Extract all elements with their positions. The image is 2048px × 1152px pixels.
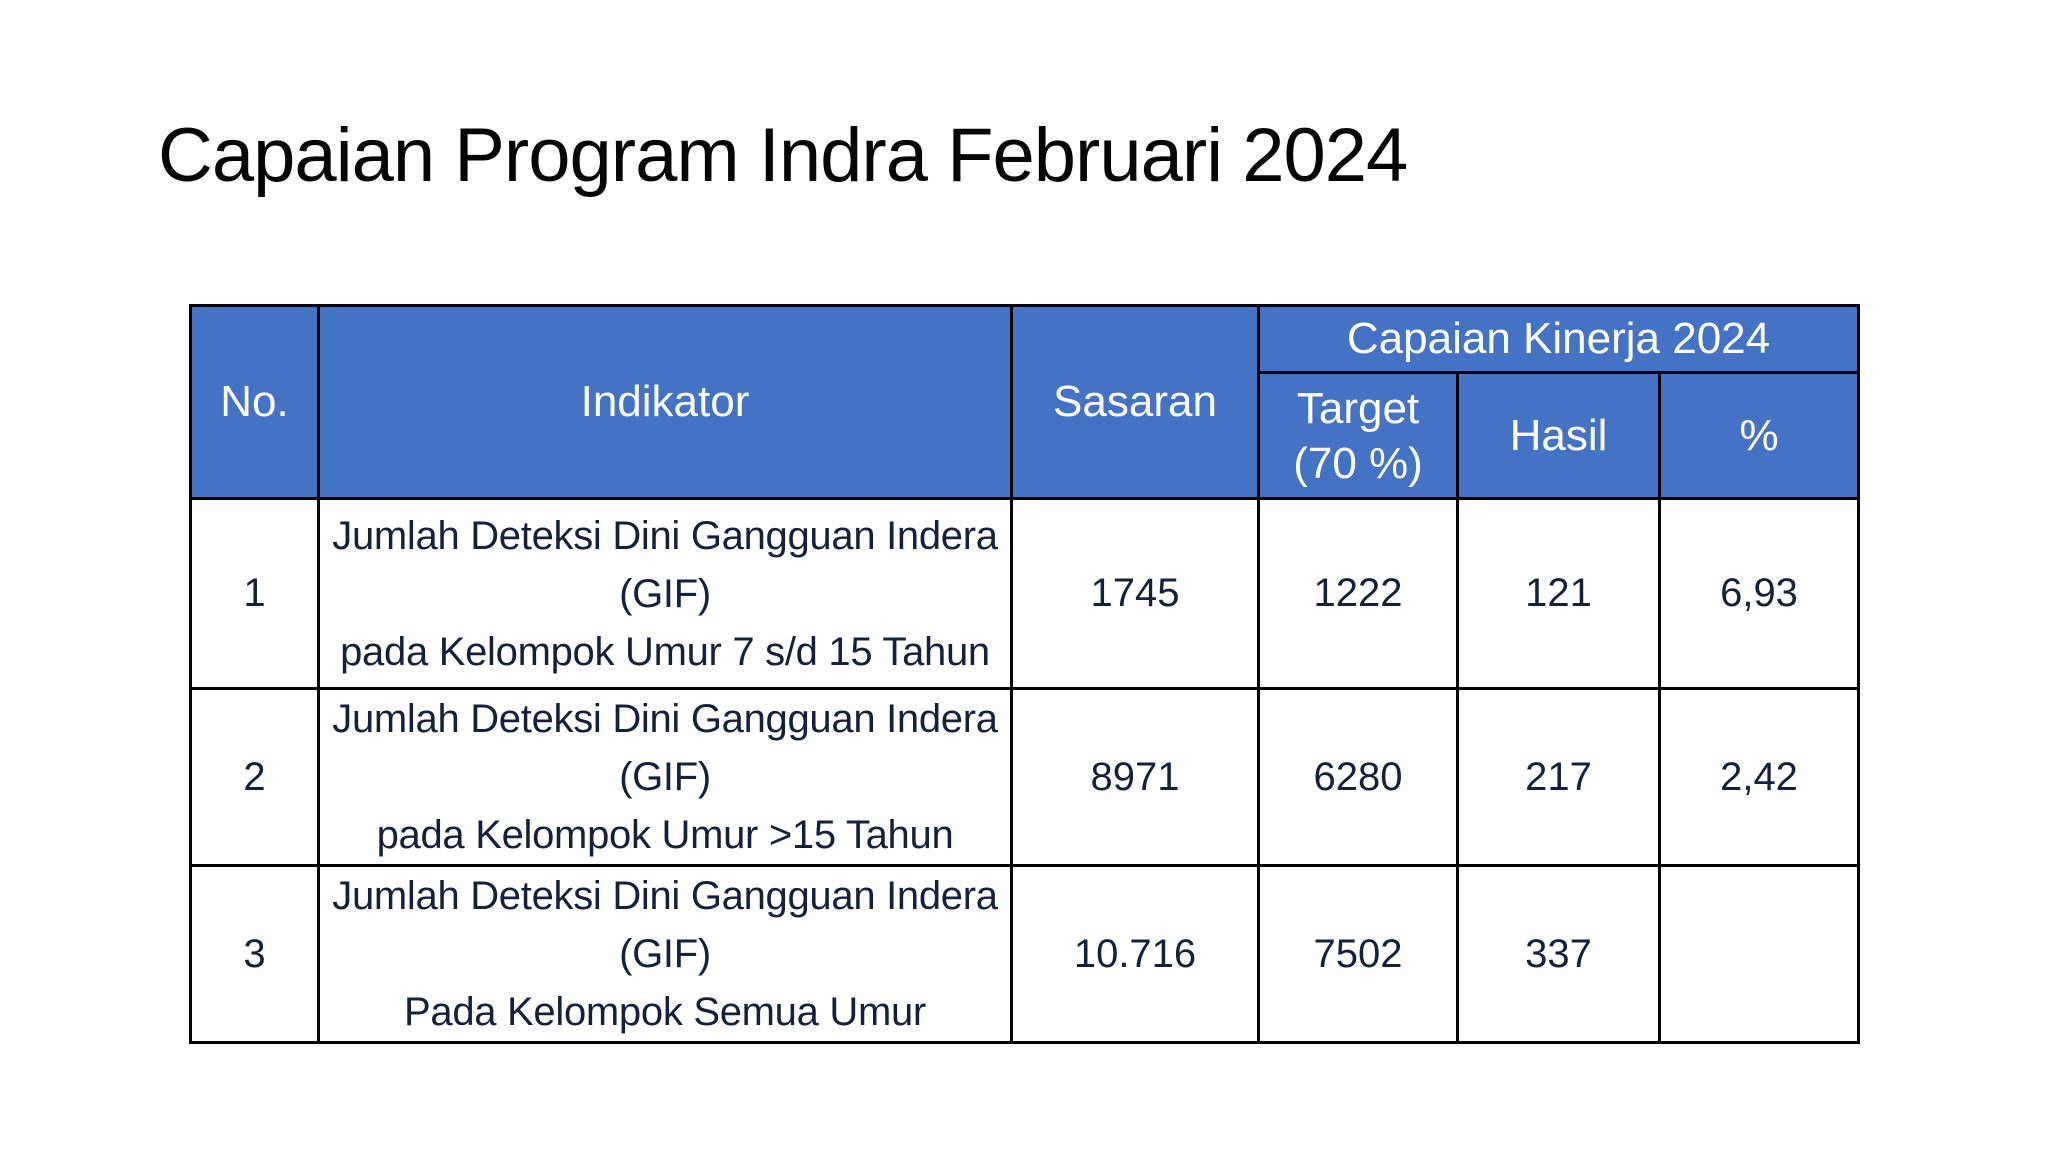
table-row: 3 Jumlah Deteksi Dini Gangguan Indera (G…	[189, 864, 1861, 1044]
column-header-indikator: Indikator	[317, 304, 1013, 500]
target-cell: 7502	[1257, 864, 1459, 1044]
table-body: 1 Jumlah Deteksi Dini Gangguan Indera (G…	[189, 497, 1861, 1044]
percent-cell: 6,93	[1657, 497, 1861, 690]
indikator-cell: Jumlah Deteksi Dini Gangguan Indera (GIF…	[317, 497, 1013, 690]
table-header: No. Indikator Sasaran Capaian Kinerja 20…	[189, 304, 1861, 500]
column-group-capaian-kinerja: Capaian Kinerja 2024	[1256, 304, 1861, 374]
sasaran-cell: 8971	[1010, 687, 1260, 867]
hasil-cell: 121	[1456, 497, 1661, 690]
indikator-cell: Jumlah Deteksi Dini Gangguan Indera (GIF…	[317, 864, 1013, 1044]
column-header-target: Target (70 %)	[1257, 371, 1459, 500]
hasil-cell: 337	[1456, 864, 1661, 1044]
target-cell: 1222	[1257, 497, 1459, 690]
table-row: 2 Jumlah Deteksi Dini Gangguan Indera (G…	[189, 687, 1861, 867]
column-header-hasil: Hasil	[1456, 371, 1661, 500]
table-row: 1 Jumlah Deteksi Dini Gangguan Indera (G…	[189, 497, 1861, 690]
program-results-table: No. Indikator Sasaran Capaian Kinerja 20…	[189, 304, 1861, 1044]
hasil-cell: 217	[1456, 687, 1661, 867]
row-number: 1	[189, 497, 320, 690]
row-number: 2	[189, 687, 320, 867]
page-title: Capaian Program Indra Februari 2024	[158, 113, 1408, 198]
target-cell: 6280	[1257, 687, 1459, 867]
row-number: 3	[189, 864, 320, 1044]
column-header-no: No.	[189, 304, 320, 500]
indikator-cell: Jumlah Deteksi Dini Gangguan Indera (GIF…	[317, 687, 1013, 867]
column-header-percent: %	[1657, 371, 1861, 500]
sasaran-cell: 10.716	[1010, 864, 1260, 1044]
percent-cell	[1657, 864, 1861, 1044]
percent-cell: 2,42	[1657, 687, 1861, 867]
sasaran-cell: 1745	[1010, 497, 1260, 690]
column-header-sasaran: Sasaran	[1010, 304, 1260, 500]
